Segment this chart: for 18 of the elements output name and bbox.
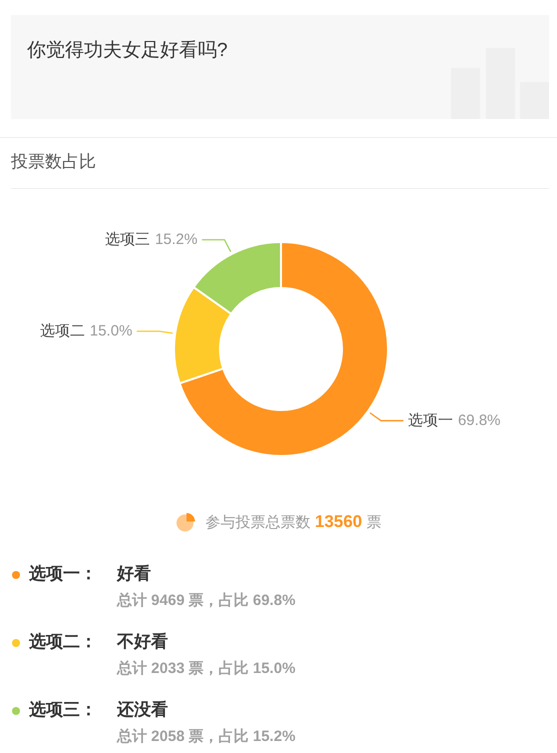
text: 总计 9469 票，占比 69.8%: [117, 592, 296, 609]
data-label: 15.0%: [90, 322, 132, 340]
text: 不好看: [117, 632, 168, 651]
slice-label: 选项一: [408, 412, 453, 429]
text: 总计 2058 票，占比 15.2%: [117, 728, 296, 745]
text: 总计 2033 票，占比 15.0%: [117, 660, 296, 677]
chart-subtitle: 投票数占比: [11, 152, 96, 171]
text: 选项三：: [29, 700, 97, 719]
data-label: 69.8%: [458, 412, 501, 429]
slice-label: 选项二: [40, 322, 85, 340]
chart-title: 你觉得功夫女足好看吗?: [27, 40, 228, 61]
slice-label: 选项三: [104, 230, 150, 248]
data-label: 15.2%: [154, 230, 198, 248]
text: 好看: [117, 564, 151, 583]
text: 参与投票总票数 13560 票: [206, 512, 382, 532]
text: 选项一：: [29, 564, 97, 583]
text: 选项二：: [29, 632, 97, 651]
text: 还没看: [117, 700, 168, 719]
